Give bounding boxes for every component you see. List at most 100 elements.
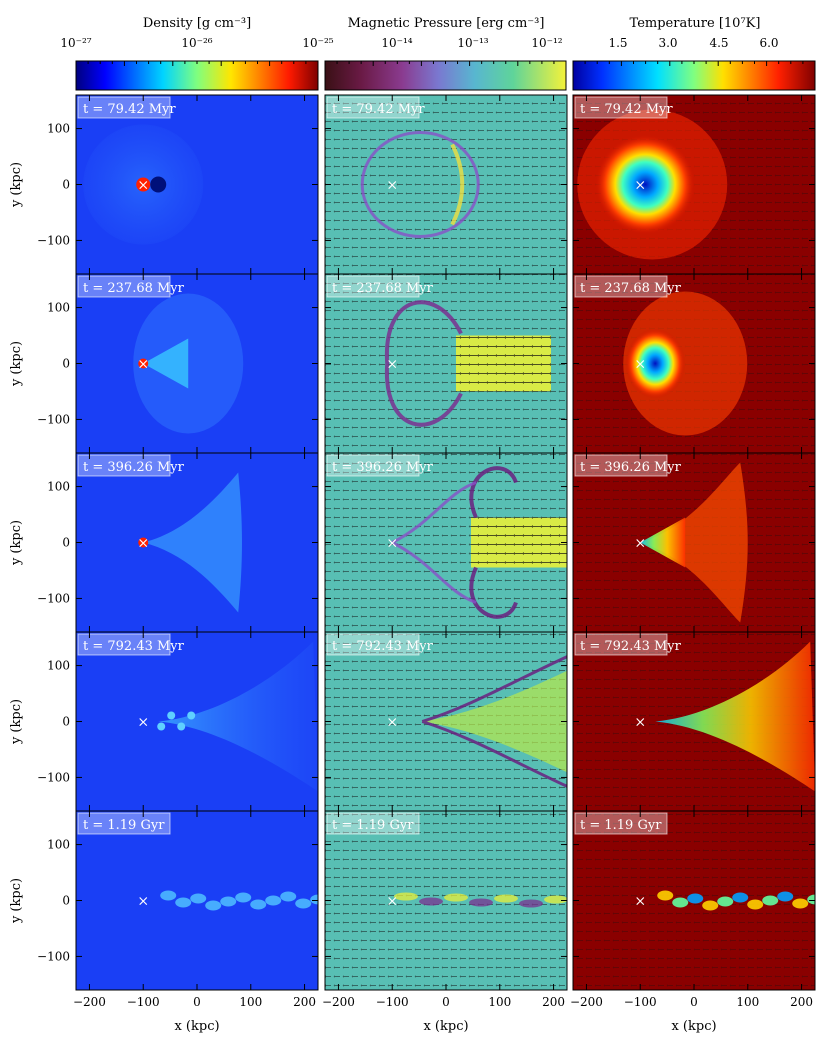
time-label: t = 792.43 Myr (83, 639, 185, 654)
time-label: t = 237.68 Myr (83, 281, 185, 296)
y-axis-label: y (kpc) (9, 520, 24, 566)
time-label: t = 396.26 Myr (580, 460, 682, 475)
x-tick-label: 0 (193, 995, 201, 1009)
y-tick-label: 100 (47, 480, 70, 494)
panel-r4-c2: × t = 1.19 Gyr (572, 810, 816, 991)
panel-r3-c1: × t = 792.43 Myr (324, 631, 568, 812)
center-marker: × (137, 894, 149, 910)
center-marker: × (386, 894, 398, 910)
time-label: t = 792.43 Myr (580, 639, 682, 654)
center-marker: × (634, 357, 646, 373)
colorbar-magnetic-pressure (324, 60, 567, 91)
panel-r3-c0: × t = 792.43 Myr (75, 631, 319, 812)
colorbar-tick: 10⁻¹² (531, 36, 562, 50)
panel-r4-c0: × t = 1.19 Gyr (75, 810, 319, 991)
time-label: t = 79.42 Myr (83, 102, 176, 117)
colorbar-tick: 10⁻¹⁴ (381, 36, 412, 50)
y-tick-label: −100 (37, 949, 70, 963)
y-tick-label: 0 (62, 715, 70, 729)
panel-r1-c0: × t = 237.68 Myr (75, 273, 319, 454)
time-label: t = 1.19 Gyr (332, 818, 414, 833)
x-tick-label: 100 (239, 995, 262, 1009)
time-label: t = 237.68 Myr (580, 281, 682, 296)
colorbar-tick: 3.0 (658, 36, 677, 50)
y-axis-label: y (kpc) (9, 341, 24, 387)
colorbar-tick: 4.5 (709, 36, 728, 50)
x-tick-label: 200 (293, 995, 316, 1009)
x-tick-label: −100 (376, 995, 409, 1009)
colorbar-temperature (572, 60, 816, 91)
y-axis-label: y (kpc) (9, 162, 24, 208)
time-label: t = 1.19 Gyr (83, 818, 165, 833)
center-marker: × (634, 894, 646, 910)
x-tick-label: 0 (690, 995, 698, 1009)
y-tick-label: 0 (62, 178, 70, 192)
x-tick-label: 100 (736, 995, 759, 1009)
center-marker: × (137, 715, 149, 731)
colorbar-tick: 10⁻¹³ (457, 36, 488, 50)
colorbar-tick: 10⁻²⁶ (181, 36, 212, 50)
center-marker: × (386, 178, 398, 194)
time-label: t = 79.42 Myr (332, 102, 425, 117)
x-tick-label: 0 (442, 995, 450, 1009)
y-tick-label: 0 (62, 894, 70, 908)
colorbar-label-magnetic-pressure: Magnetic Pressure [erg cm⁻³] (348, 16, 545, 31)
panel-r2-c2: × t = 396.26 Myr (572, 452, 816, 633)
colorbar-label-temperature: Temperature [10⁷K] (630, 16, 761, 31)
x-tick-label: −200 (322, 995, 355, 1009)
center-marker: × (634, 536, 646, 552)
panel-r1-c2: × t = 237.68 Myr (572, 273, 816, 454)
x-tick-label: −200 (73, 995, 106, 1009)
y-axis-label: y (kpc) (9, 699, 24, 745)
x-tick-label: 200 (790, 995, 813, 1009)
x-tick-label: 200 (542, 995, 565, 1009)
y-tick-label: 0 (62, 357, 70, 371)
center-marker: × (634, 178, 646, 194)
colorbar-density (75, 60, 319, 91)
x-axis-label: x (kpc) (174, 1019, 219, 1034)
time-label: t = 1.19 Gyr (580, 818, 662, 833)
colorbar-label-density: Density [g cm⁻³] (143, 16, 251, 31)
panel-r0-c2: × t = 79.42 Myr (572, 94, 816, 275)
colorbar-tick: 1.5 (608, 36, 627, 50)
center-marker: × (386, 715, 398, 731)
panel-r4-c1: × t = 1.19 Gyr (324, 810, 568, 991)
center-marker: × (137, 178, 149, 194)
center-marker: × (137, 357, 149, 373)
center-marker: × (386, 357, 398, 373)
y-tick-label: 100 (47, 301, 70, 315)
panel-r3-c2: × t = 792.43 Myr (572, 631, 816, 812)
colorbar-tick: 10⁻²⁷ (60, 36, 91, 50)
y-tick-label: 100 (47, 659, 70, 673)
y-tick-label: −100 (37, 233, 70, 247)
x-tick-label: 100 (488, 995, 511, 1009)
time-label: t = 237.68 Myr (332, 281, 434, 296)
y-tick-label: 0 (62, 536, 70, 550)
center-marker: × (386, 536, 398, 552)
x-axis-label: x (kpc) (423, 1019, 468, 1034)
axis-labels: y (kpc) y (kpc) y (kpc) y (kpc) y (kpc) x (kp… (9, 162, 717, 1034)
panel-r0-c1: × t = 79.42 Myr (324, 94, 568, 275)
y-tick-label: −100 (37, 591, 70, 605)
panel-r2-c0: × t = 396.26 Myr (75, 452, 319, 633)
colorbar-tick: 10⁻²⁵ (302, 36, 333, 50)
colorbar-tick: 6.0 (759, 36, 778, 50)
panel-r0-c0: × t = 79.42 Myr (75, 94, 319, 275)
y-tick-label: −100 (37, 770, 70, 784)
colorbar-ticks (87, 61, 804, 66)
time-label: t = 396.26 Myr (83, 460, 185, 475)
y-tick-label: 100 (47, 838, 70, 852)
y-tick-label: 100 (47, 122, 70, 136)
panel-r2-c1: × t = 396.26 Myr (324, 452, 568, 633)
time-label: t = 396.26 Myr (332, 460, 434, 475)
x-tick-label: −200 (570, 995, 603, 1009)
time-label: t = 79.42 Myr (580, 102, 673, 117)
center-marker: × (137, 536, 149, 552)
x-tick-label: −100 (624, 995, 657, 1009)
x-tick-label: −100 (127, 995, 160, 1009)
time-label: t = 792.43 Myr (332, 639, 434, 654)
y-tick-label: −100 (37, 412, 70, 426)
y-axis-label: y (kpc) (9, 878, 24, 924)
center-marker: × (634, 715, 646, 731)
